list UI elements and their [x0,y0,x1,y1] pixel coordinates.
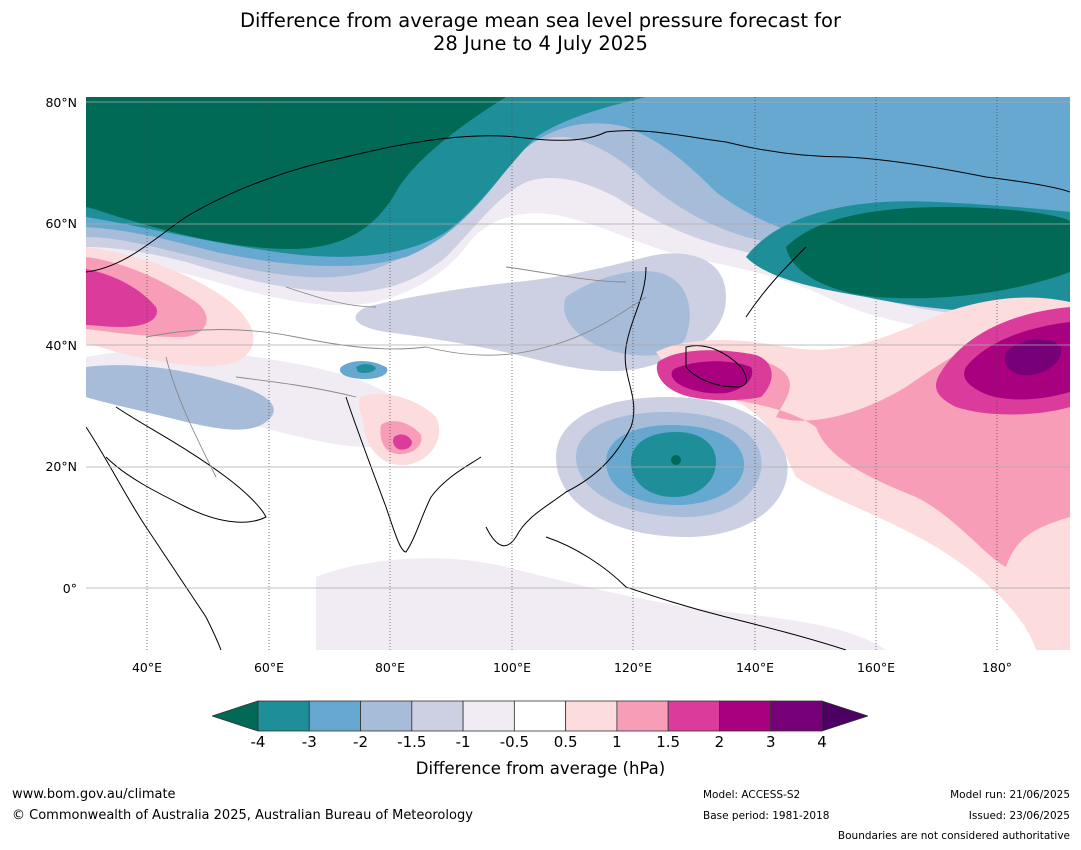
lon-label-180: 180° [981,660,1013,675]
copyright-text: © Commonwealth of Australia 2025, Austra… [12,808,473,823]
contour-ne-low-darkgreen [786,207,1070,299]
colorbar-extend-high [821,700,868,732]
lat-label-0: 0° [62,581,77,596]
contour-tibet-teal [356,364,376,373]
colorbar-label: Difference from average (hPa) [415,759,666,778]
map-title: Difference from average mean sea level p… [0,9,1081,55]
contour-caspian-magenta [86,269,157,327]
colorbar-segment [308,700,361,732]
colorbar-tick-label: 0.5 [553,733,578,751]
colorbar-tick-label: 1 [612,733,622,751]
lon-label-60e: 60°E [253,660,285,675]
colorbar-segment [513,700,567,732]
colorbar-tick-label: -3 [301,733,317,751]
contour-japan-purple [671,361,753,394]
title-line-1: Difference from average mean sea level p… [240,9,841,32]
contour-wpac-teal [631,432,716,497]
lon-label-120e: 120°E [613,660,652,675]
coastline-africa [86,426,222,650]
colorbar-extend-low [212,700,259,732]
lon-label-140e: 140°E [735,660,774,675]
graticule [146,97,998,650]
country-borders [145,266,647,478]
colorbar-segment [667,700,720,732]
coastline-japan [685,345,747,388]
title-line-2: 28 June to 4 July 2025 [433,32,648,55]
coastline-maritime [545,536,847,650]
colorbar-tick-label: -1 [455,733,471,751]
lat-label-20n: 20°N [45,459,77,474]
contour-pacific-darkpurple [1004,339,1062,376]
contour-wpac-center [671,455,681,465]
coastline-india [345,396,482,553]
colorbar-tick-label: -1.5 [397,733,427,751]
coastline-kamchatka [745,246,807,318]
lon-label-80e: 80°E [374,660,406,675]
pressure-anomaly-map [86,97,1070,650]
colorbar-tick-label: 1.5 [656,733,681,751]
issued-text: Issued: 23/06/2025 [968,810,1070,822]
colorbar-segment [360,700,413,732]
coastline-arabia [105,406,267,523]
lat-label-60n: 60°N [45,216,77,231]
colorbar-segment [719,700,772,732]
lon-label-160e: 160°E [856,660,895,675]
colorbar-tick-label: -2 [353,733,369,751]
colorbar [212,700,868,732]
contour-india-magenta [393,434,412,450]
colorbar-tick-label: -0.5 [499,733,529,751]
coastlines [86,130,1070,650]
colorbar-segment [257,700,310,732]
colorbar-tick-label: 2 [714,733,725,751]
latitude-lines [86,101,1070,589]
colorbar-segment [565,700,618,732]
lon-label-40e: 40°E [131,660,163,675]
colorbar-tick-label: 3 [765,733,776,751]
colorbar-tick-label: 4 [817,733,827,751]
colorbar-tick-label: -4 [250,733,266,751]
base-period-text: Base period: 1981-2018 [703,810,830,822]
colorbar-segment [411,700,464,732]
contour-north-band-darkgreen [86,97,506,250]
contour-south-lavender [316,558,886,650]
coastline-eurasia [86,130,1070,273]
model-text: Model: ACCESS-S2 [703,789,801,801]
colorbar-segment [462,700,515,732]
colorbar-segment [616,700,669,732]
lat-label-40n: 40°N [45,338,77,353]
website-link[interactable]: www.bom.gov.au/climate [12,787,176,802]
contour-asia-greyblue-west [86,365,274,430]
colorbar-segment [770,700,823,732]
coastline-east-asia [485,266,647,547]
contour-china-greyblue [564,271,690,356]
lon-label-100e: 100°E [492,660,531,675]
lat-label-80n: 80°N [45,95,77,110]
model-run-text: Model run: 21/06/2025 [950,789,1070,801]
disclaimer-text: Boundaries are not considered authoritat… [837,830,1070,842]
